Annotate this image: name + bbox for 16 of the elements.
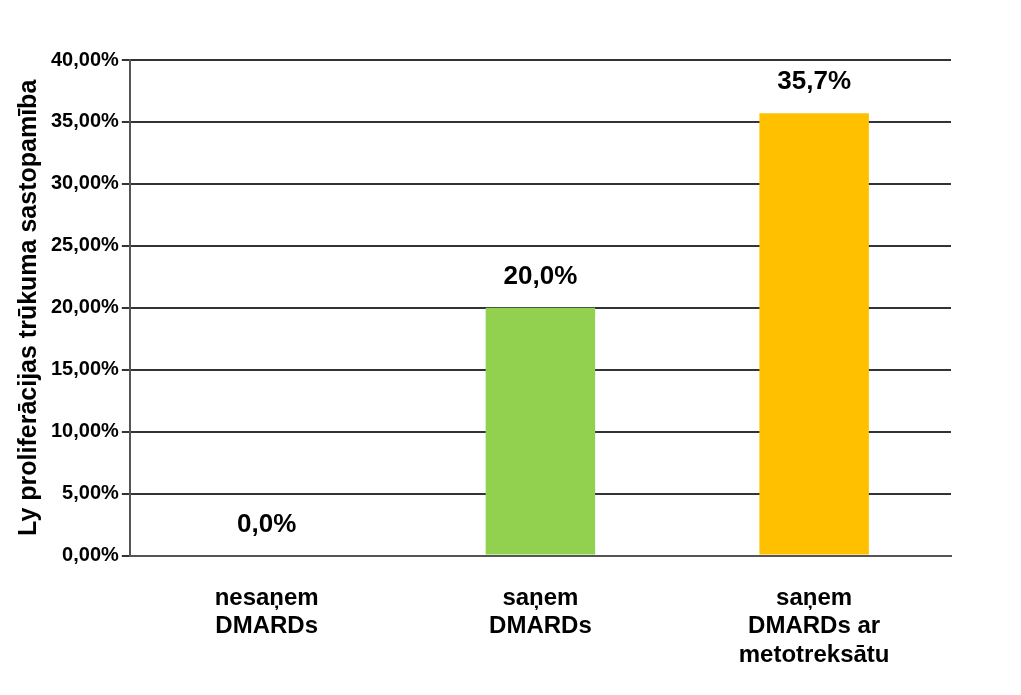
y-tick-label: 40,00% — [50, 47, 120, 70]
y-tick-label: 5,00% — [62, 481, 120, 504]
y-tick-label: 30,00% — [50, 171, 120, 194]
y-tick-label: 0,00% — [62, 543, 120, 566]
x-tick-label: nesaņem DMARDs — [214, 582, 319, 639]
y-tick-label: 10,00% — [50, 419, 120, 442]
x-tick-label: saņem DMARDs — [489, 582, 592, 639]
y-tick-label: 15,00% — [50, 357, 120, 380]
x-tick-label: saņem DMARDs ar metotreksātu — [738, 582, 890, 668]
data-label: 35,7% — [777, 65, 852, 96]
data-label: 0,0% — [237, 507, 297, 538]
y-tick-label: 20,00% — [50, 295, 120, 318]
y-tick-label: 25,00% — [50, 233, 120, 256]
y-tick-label: 35,00% — [50, 109, 120, 132]
data-label: 20,0% — [503, 259, 578, 290]
y-axis-title: Ly proliferācijas trūkuma sastopamība — [12, 78, 41, 536]
